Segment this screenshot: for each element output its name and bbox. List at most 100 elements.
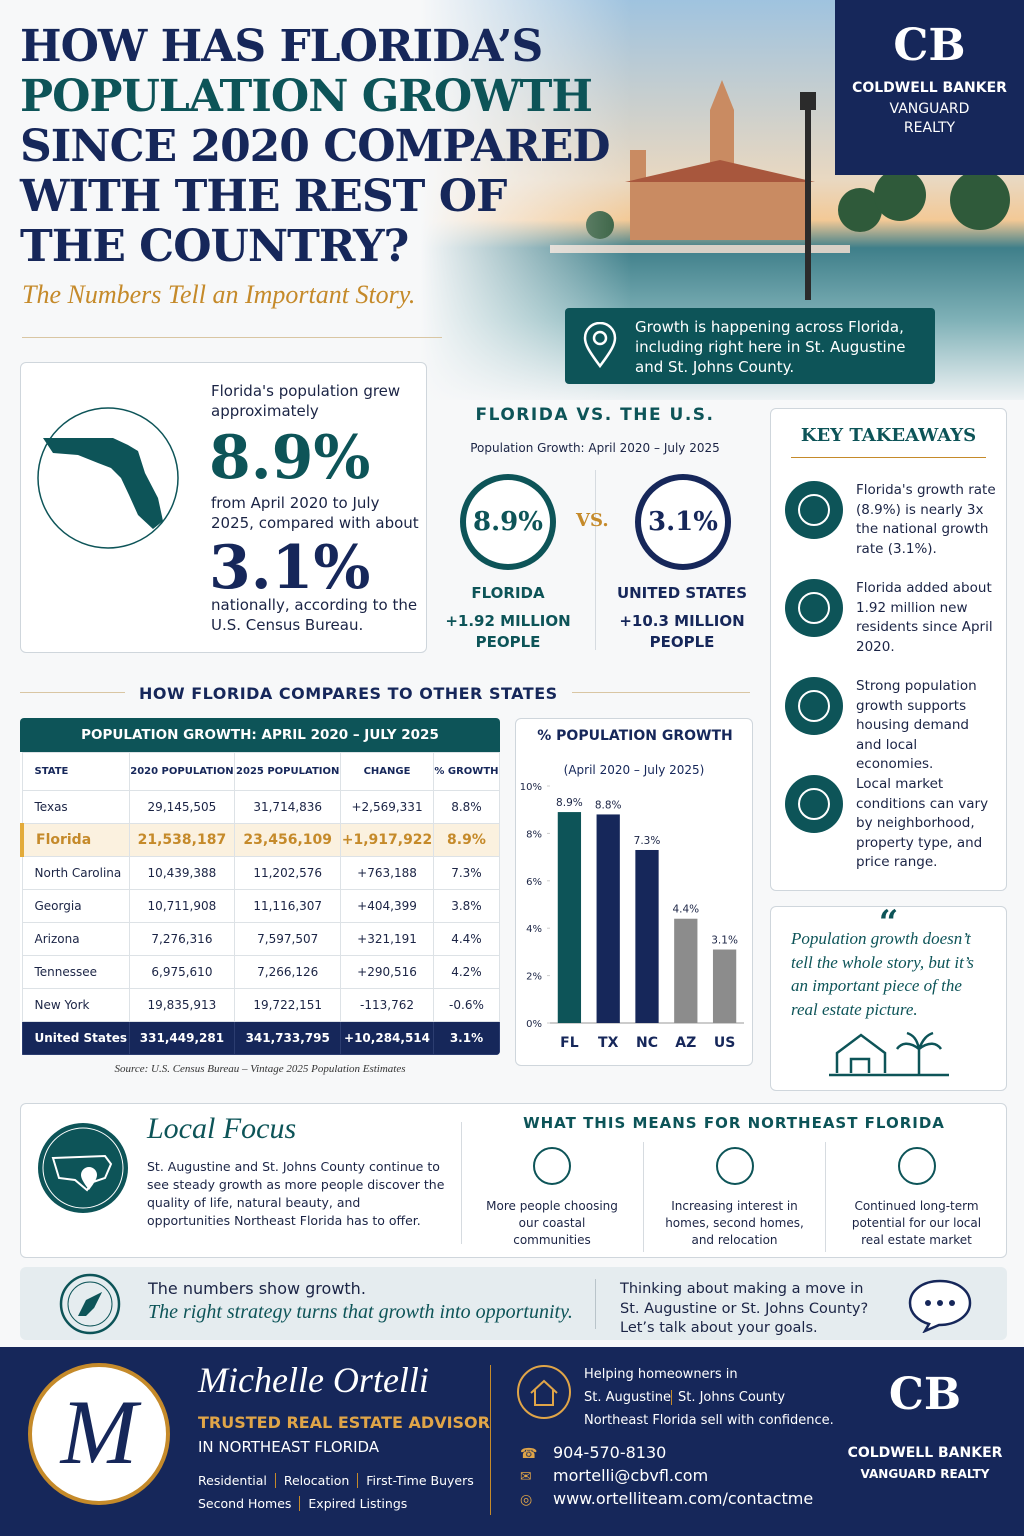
bar [635,849,659,1023]
cell: 10,439,388 [128,856,236,890]
cell: 11,202,576 [234,856,342,890]
agent-name: Michelle Ortelli [198,1360,429,1400]
cell: Texas [21,790,130,824]
total-row: United States 331,449,281 341,733,795 +10,2… [21,1021,500,1055]
bar [712,949,737,1023]
y-tick-label: 2% [526,972,542,983]
y-tick-label: 6% [526,877,542,888]
local-title: Local Focus [147,1112,297,1145]
bar-chart: 0% 2% 4% 6% 8% 10% 8.9% FL 8.8% TX 7.3% NC 4.4% AZ 3.1… [520,782,744,1051]
strategy-bar: The numbers show growth. The right strat… [20,1267,1007,1340]
local-point: Continued long-term potential for our lo… [825,1142,1007,1252]
chart-card: % POPULATION GROWTH (April 2020 – July 2… [515,718,753,1066]
footer-brand-name: COLDWELL BANKER [847,1445,1003,1461]
x-tick-label: AZ [675,1035,696,1051]
tagline-place: St. Johns County [670,1390,792,1405]
tagline-line: Helping homeowners in [584,1367,738,1382]
chart-title: % POPULATION GROWTH [537,728,733,744]
table-row: Florida 21,538,187 23,456,109 +1,917,922 8.9… [20,823,500,857]
cell: Florida [20,823,130,857]
cell: 6,975,610 [128,955,236,989]
compass-icon [59,1273,121,1335]
cell: 4.4% [432,922,500,956]
summary-florida-pct: 8.9% [209,423,371,493]
service: Second Homes [198,1496,292,1511]
summary-outro: nationally, according to the U.S. Census… [211,596,418,634]
cell: 3.1% [432,1021,500,1055]
value-label: 4.4% [672,904,699,916]
title-line: HOW HAS FLORIDA’S [20,21,543,72]
table-card: POPULATION GROWTH: APRIL 2020 – JULY 202… [20,718,500,1055]
icon-art [798,690,830,722]
cell: New York [21,988,130,1022]
takeaway-icon [785,481,843,539]
brand-sub-line: VANGUARD [889,101,970,117]
value-label: 8.9% [556,797,583,809]
cell: 341,733,795 [234,1021,342,1055]
agent-role: TRUSTED REAL ESTATE ADVISOR [198,1413,490,1432]
cell: United States [21,1021,130,1055]
vs: VS. [576,510,609,531]
cell: +10,284,514 [340,1021,434,1055]
takeaway-text: Florida's growth rate (8.9%) is nearly 3… [856,482,996,557]
bar [596,814,620,1023]
icon-art [798,788,830,820]
takeaways-card: KEY TAKEAWAYS Florida's growth rate (8.9… [770,408,1007,891]
column-header: CHANGE [340,752,434,791]
column-header: 2020 POPULATION [128,752,236,791]
tagline-place: St. Augustine [584,1390,671,1405]
takeaway: Strong population growth supports housin… [771,677,986,772]
summary-middle: from April 2020 to July 2025, compared w… [211,494,419,532]
takeaway-icon [785,677,843,735]
column-header: 2025 POPULATION [234,752,342,791]
cell: -0.6% [432,988,500,1022]
brand-box: CB COLDWELL BANKER VANGUARD REALTY [835,0,1024,175]
quote-card: “ Population growth doesn’t tell the who… [770,903,1007,1091]
point-icon [533,1147,571,1185]
header-row: STATE 2020 POPULATION 2025 POPULATION CHANG… [21,752,500,791]
divider [461,1122,462,1244]
cell: 4.2% [432,955,500,989]
y-tick-label: 8% [526,829,542,840]
takeaway-text: Local market conditions can vary by neig… [856,776,989,870]
y-tick-label: 4% [526,924,542,935]
takeaway-icon [785,775,843,833]
footer-monogram: CB [888,1369,962,1420]
service-line: Second Homes Expired Listings [198,1492,482,1515]
us-circle: 3.1% [635,474,731,570]
cell: 7,597,507 [234,922,342,956]
local-point-text: More people choosing our coastal communi… [486,1199,618,1247]
cell: 7,266,126 [234,955,342,989]
cell: 8.8% [432,790,500,824]
phone: 904-570-8130 [553,1443,667,1462]
cell: Georgia [21,889,130,923]
service-line: Residential Relocation First-Time Buyers [198,1469,482,1492]
tagline: Helping homeowners in St. Augustine St. Jo… [584,1363,844,1432]
divider [791,457,986,458]
subtitle: The Numbers Tell an Important Story. [22,280,416,309]
x-tick-label: TX [598,1035,619,1051]
cell: 21,538,187 [128,823,236,857]
population-table: STATE 2020 POPULATION 2025 POPULATION CHANG… [20,752,500,1055]
strategy-cta: Thinking about making a move in St. Augu… [620,1281,869,1336]
title-line: SINCE 2020 COMPARED [20,121,611,172]
cell: +321,191 [340,922,434,956]
local-point-text: Increasing interest in homes, second hom… [665,1199,804,1247]
cell: -113,762 [340,988,434,1022]
brand-monogram: CB [893,20,966,71]
table-row: North Carolina 10,439,388 11,202,576 +763,1… [21,856,500,890]
cell: +404,399 [340,889,434,923]
cell: 29,145,505 [128,790,236,824]
icon-art [798,592,830,624]
cell: 23,456,109 [234,823,342,857]
cell: Tennessee [21,955,130,989]
takeaways-title: KEY TAKEAWAYS [800,425,977,446]
agent-monogram: M [28,1363,170,1505]
value-label: 7.3% [634,835,661,847]
service: Residential [198,1473,267,1488]
cell: 7.3% [432,856,500,890]
column-header: % GROWTH [432,752,500,791]
title-line: THE COUNTRY? [20,221,409,272]
bar [674,918,698,1023]
